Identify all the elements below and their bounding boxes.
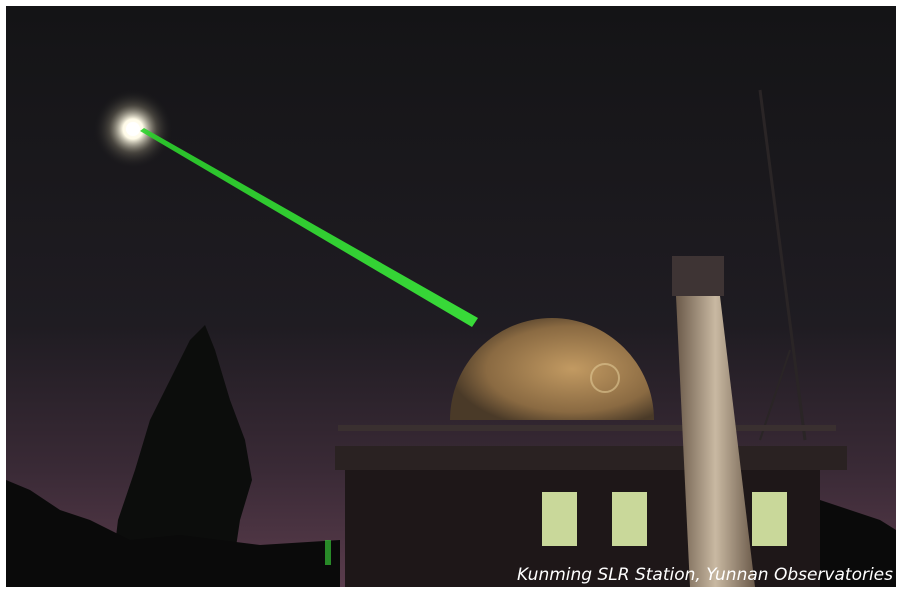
caption: Kunming SLR Station, Yunnan Observatorie…: [517, 565, 893, 585]
page: Kunming SLR Station, Yunnan Observatorie…: [0, 0, 902, 593]
roof-slab: [335, 446, 847, 470]
railing: [338, 425, 836, 431]
moon: [126, 122, 140, 136]
photo: Kunming SLR Station, Yunnan Observatorie…: [0, 0, 902, 593]
tower-top: [672, 256, 724, 296]
window: [542, 492, 577, 546]
laser-glint: [325, 540, 331, 565]
window: [612, 492, 647, 546]
window: [752, 492, 787, 546]
